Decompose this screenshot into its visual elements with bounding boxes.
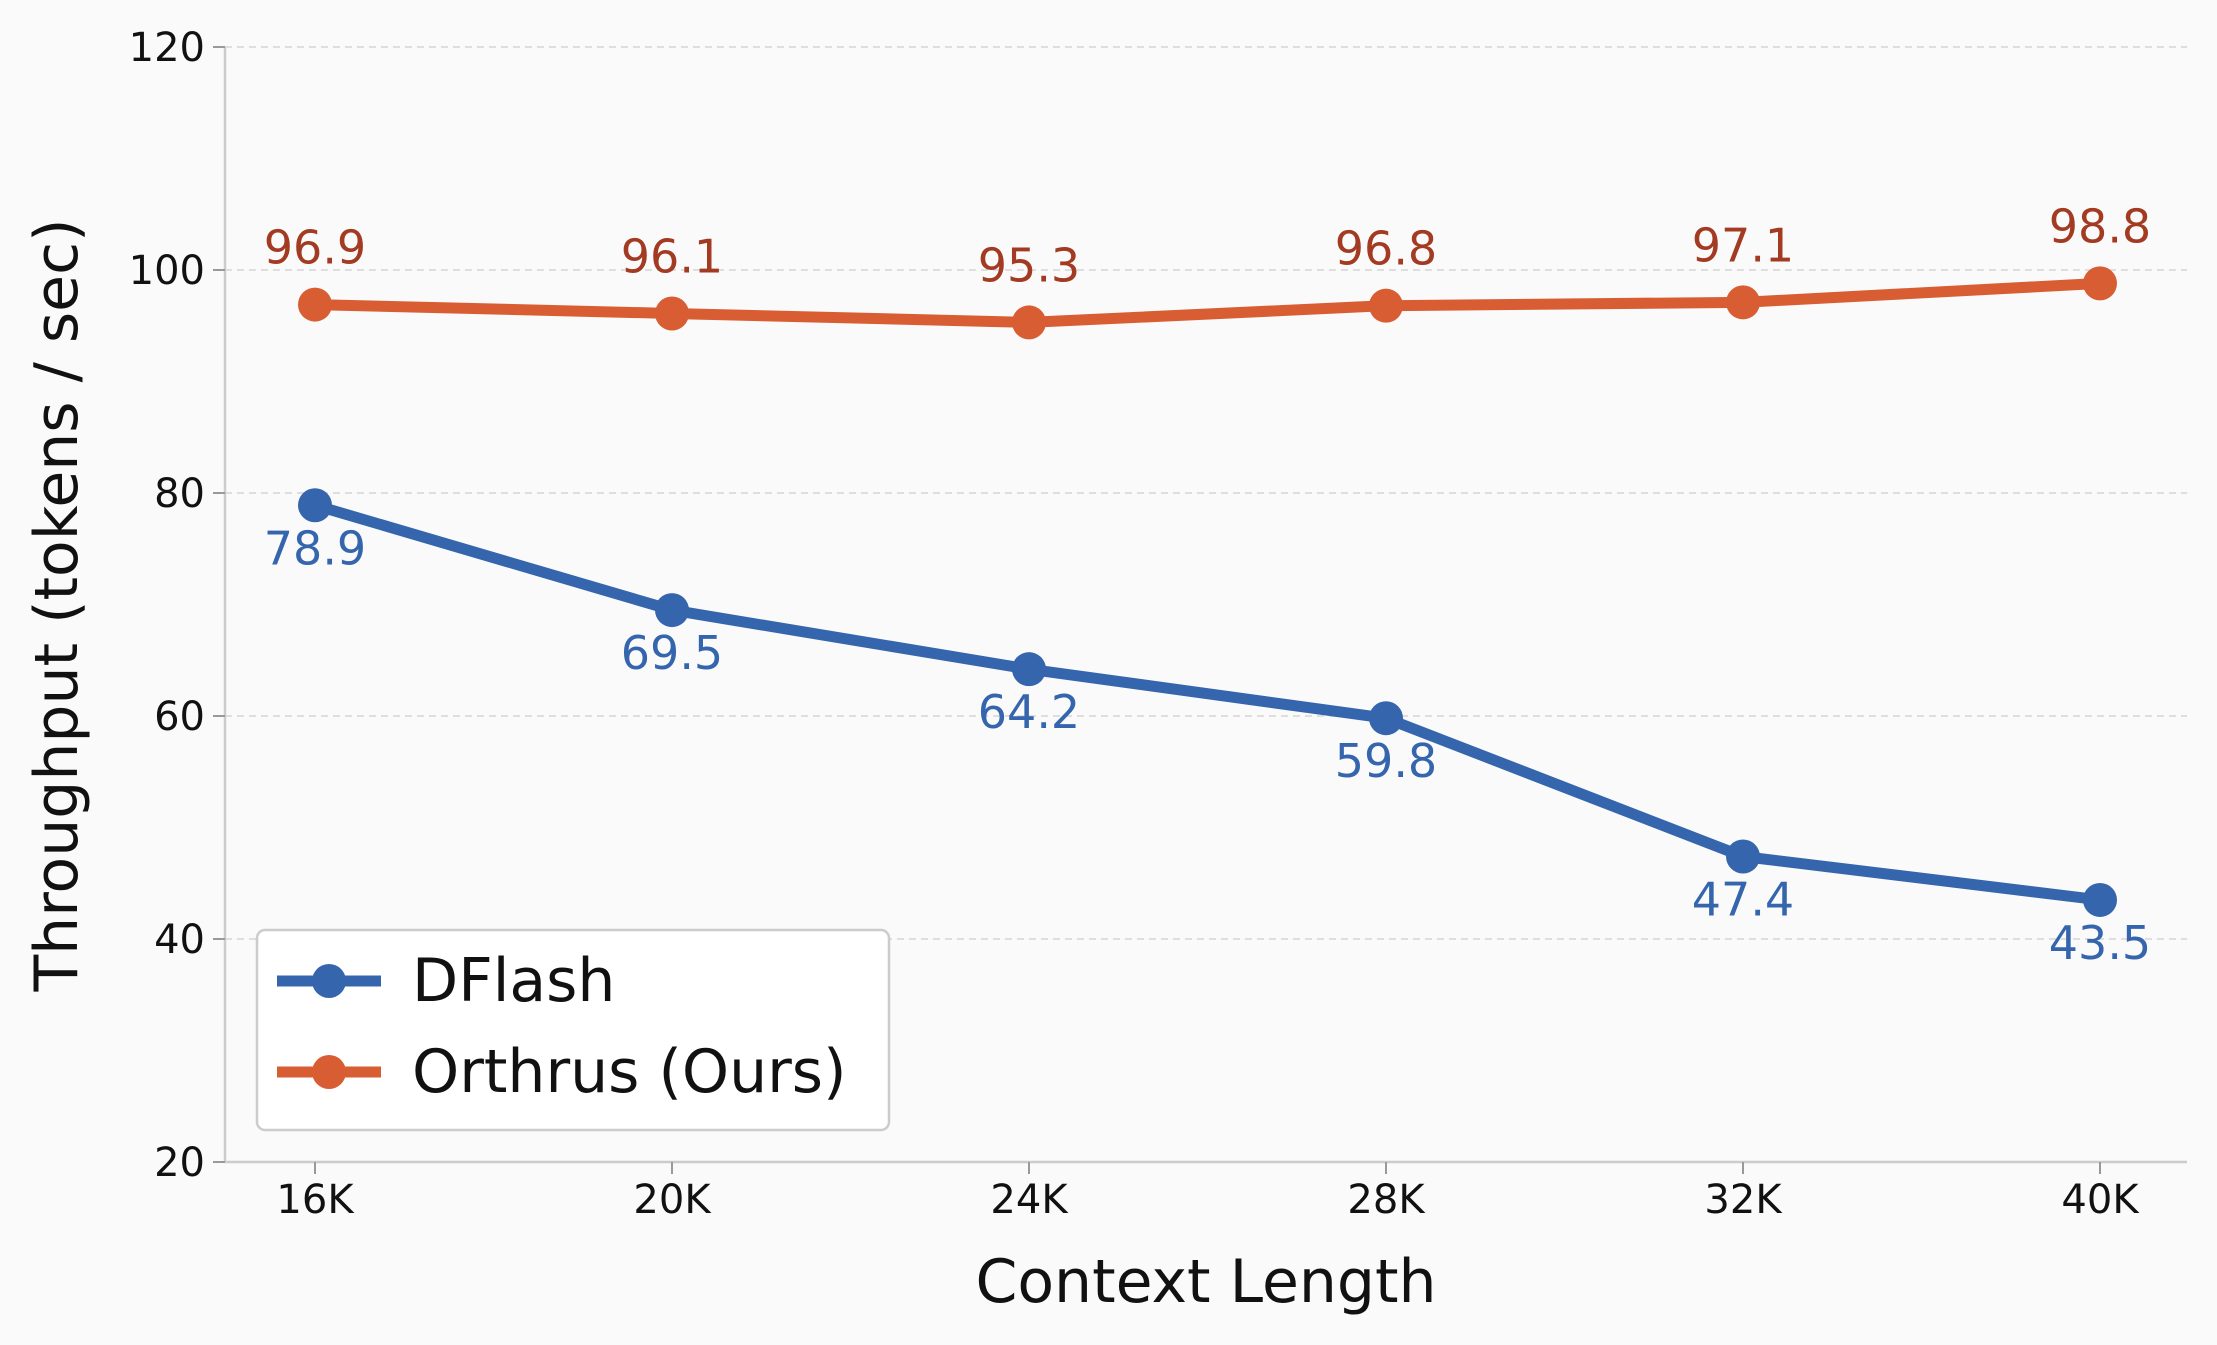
data-label-dflash-24K: 64.2 bbox=[978, 685, 1080, 739]
y-tick-labels: 20 40 60 80 100 120 bbox=[129, 25, 225, 1186]
y-tick-label-80: 80 bbox=[154, 471, 205, 517]
series-orthrus: 96.9 96.1 95.3 96.8 97.1 98.8 bbox=[264, 199, 2151, 340]
legend-marker-orthrus bbox=[312, 1055, 346, 1089]
axes bbox=[223, 47, 2187, 1164]
x-tick-label-28K: 28K bbox=[1347, 1177, 1426, 1223]
series: 78.9 69.5 64.2 59.8 47.4 43.5 96.9 96.1 95.3 96.8… bbox=[264, 199, 2151, 970]
x-tick-label-24K: 24K bbox=[990, 1177, 1069, 1223]
x-axis-title: Context Length bbox=[975, 1247, 1436, 1317]
data-point-dflash-32K bbox=[1726, 839, 1760, 874]
data-point-orthrus-16K bbox=[298, 287, 332, 322]
legend-label-dflash: DFlash bbox=[412, 946, 615, 1016]
y-tick-label-100: 100 bbox=[129, 248, 205, 294]
data-label-dflash-28K: 59.8 bbox=[1335, 734, 1437, 788]
x-tick-label-16K: 16K bbox=[276, 1177, 355, 1223]
data-point-dflash-40K bbox=[2083, 882, 2117, 917]
data-label-dflash-20K: 69.5 bbox=[621, 626, 723, 680]
data-point-dflash-24K bbox=[1012, 652, 1046, 687]
x-tick-label-20K: 20K bbox=[633, 1177, 712, 1223]
series-line-dflash bbox=[309, 499, 2106, 906]
data-label-dflash-32K: 47.4 bbox=[1692, 872, 1794, 926]
data-label-dflash-40K: 43.5 bbox=[2049, 916, 2151, 970]
data-label-orthrus-24K: 95.3 bbox=[978, 238, 1080, 292]
series-dflash: 78.9 69.5 64.2 59.8 47.4 43.5 bbox=[264, 488, 2151, 970]
data-point-orthrus-28K bbox=[1369, 288, 1403, 323]
legend-marker-dflash bbox=[312, 964, 346, 998]
series-line-orthrus bbox=[309, 277, 2106, 328]
data-label-orthrus-16K: 96.9 bbox=[264, 221, 366, 275]
x-tick-label-40K: 40K bbox=[2061, 1177, 2140, 1223]
y-tick-label-120: 120 bbox=[129, 25, 205, 71]
data-label-orthrus-40K: 98.8 bbox=[2049, 199, 2151, 253]
data-label-dflash-16K: 78.9 bbox=[264, 521, 366, 575]
data-label-orthrus-28K: 96.8 bbox=[1335, 222, 1437, 276]
y-tick-label-20: 20 bbox=[154, 1140, 205, 1186]
y-tick-label-60: 60 bbox=[154, 694, 205, 740]
legend: DFlash Orthrus (Ours) bbox=[255, 928, 891, 1132]
x-tick-labels: 16K 20K 24K 28K 32K 40K bbox=[276, 1162, 2140, 1223]
legend-label-orthrus: Orthrus (Ours) bbox=[412, 1037, 846, 1107]
data-point-dflash-16K bbox=[298, 488, 332, 523]
data-point-dflash-20K bbox=[655, 593, 689, 628]
data-label-orthrus-32K: 97.1 bbox=[1692, 218, 1794, 272]
data-label-orthrus-20K: 96.1 bbox=[621, 229, 723, 283]
data-point-orthrus-32K bbox=[1726, 285, 1760, 320]
legend-box bbox=[255, 928, 891, 1132]
data-point-orthrus-24K bbox=[1012, 305, 1046, 340]
y-tick-label-40: 40 bbox=[154, 917, 205, 963]
data-point-orthrus-40K bbox=[2083, 266, 2117, 301]
x-tick-label-32K: 32K bbox=[1704, 1177, 1783, 1223]
data-point-dflash-28K bbox=[1369, 701, 1403, 736]
y-axis-title: Throughput (tokens / sec) bbox=[22, 219, 92, 993]
data-point-orthrus-20K bbox=[655, 296, 689, 331]
